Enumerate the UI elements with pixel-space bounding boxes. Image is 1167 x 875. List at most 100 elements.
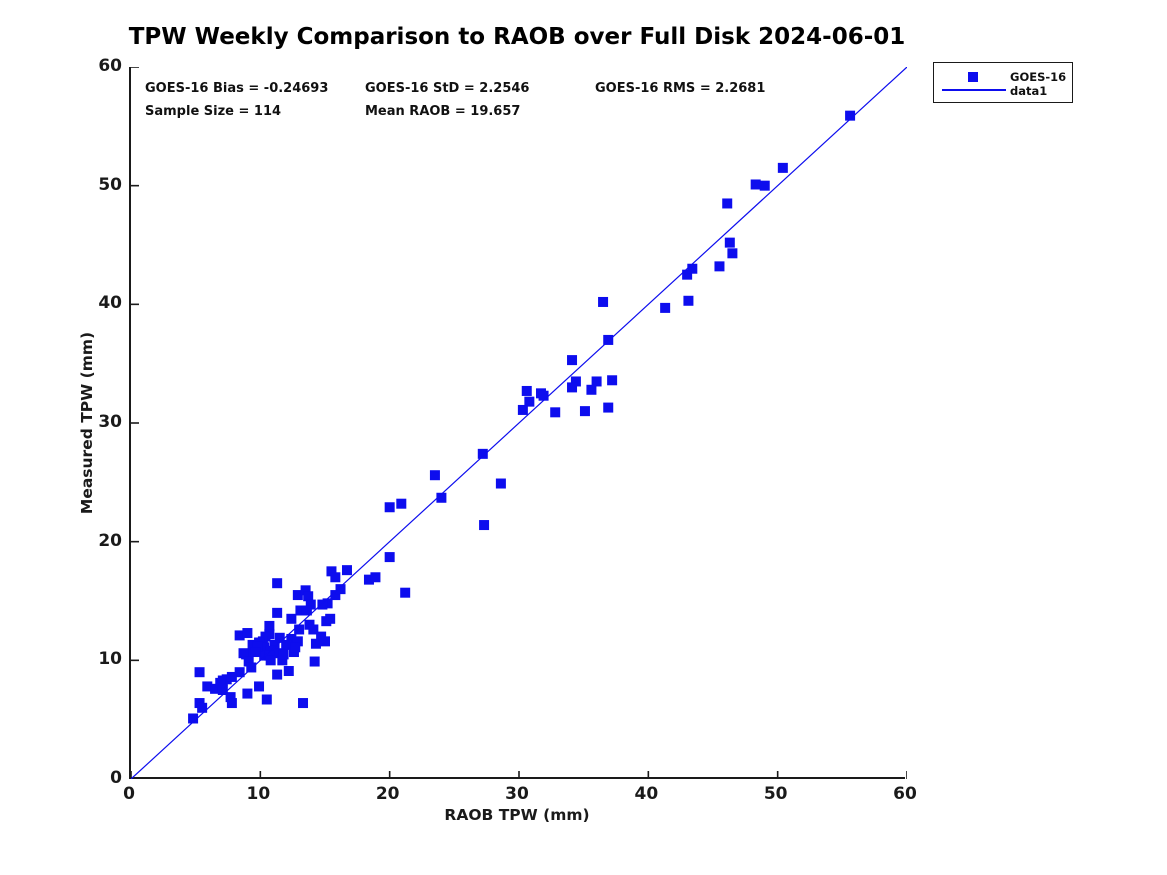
scatter-point [660, 302, 671, 313]
scatter-point [320, 636, 330, 647]
scatter-point [598, 296, 609, 307]
scatter-point [396, 498, 407, 509]
y-tick-label: 0 [110, 768, 122, 788]
stat-bias: GOES-16 Bias = -0.24693 [145, 81, 329, 96]
scatter-point [326, 566, 337, 577]
scatter-point [683, 295, 694, 306]
scatter-point [310, 638, 321, 649]
scatter-point [292, 590, 303, 601]
y-tick-label: 60 [98, 56, 122, 76]
scatter-point [477, 448, 488, 459]
stat-rms: GOES-16 RMS = 2.2681 [595, 81, 766, 96]
scatter-point [259, 642, 270, 653]
scatter-point [363, 574, 374, 585]
scatter-point [278, 649, 289, 660]
scatter-point [567, 355, 578, 366]
scatter-point [759, 180, 770, 191]
scatter-point [265, 655, 276, 666]
scatter-point [330, 572, 341, 583]
identity-line [131, 67, 907, 779]
scatter-point [274, 632, 285, 643]
scatter-point [727, 248, 738, 259]
scatter-point [436, 492, 447, 503]
scatter-point [682, 269, 693, 280]
scatter-point [603, 402, 614, 413]
scatter-point [325, 613, 336, 624]
scatter-point [243, 656, 254, 667]
scatter-point [247, 639, 258, 650]
scatter-point [246, 662, 257, 673]
scatter-point [384, 502, 395, 513]
scatter-point [226, 671, 237, 682]
scatter-point [252, 641, 263, 652]
y-tick-label: 50 [98, 174, 122, 195]
scatter-point [309, 656, 320, 667]
scatter-point [370, 572, 381, 583]
scatter-point [261, 694, 272, 705]
scatter-point [286, 613, 297, 624]
scatter-point [188, 713, 199, 724]
scatter-point [550, 407, 561, 418]
y-tick-label: 40 [98, 293, 122, 314]
scatter-point [335, 584, 346, 595]
scatter-point [269, 639, 280, 650]
scatter-point [777, 162, 788, 173]
scatter-point [281, 639, 292, 650]
scatter-point [305, 599, 316, 610]
scatter-point [567, 382, 578, 393]
scatter-point [272, 578, 283, 589]
legend-line-icon [942, 89, 1006, 91]
scatter-point [283, 666, 294, 677]
scatter-point [292, 636, 303, 647]
scatter-point [317, 599, 328, 610]
scatter-point [724, 237, 735, 248]
scatter-point [687, 263, 698, 274]
scatter-point [225, 692, 236, 703]
scatter-point [495, 478, 506, 489]
scatter-point [210, 683, 221, 694]
scatter-point [277, 655, 288, 666]
scatter-point [722, 198, 733, 209]
scatter-point [591, 376, 602, 387]
x-tick-label: 40 [634, 784, 659, 804]
scatter-point [217, 685, 228, 695]
scatter-point [254, 681, 265, 692]
scatter-point [234, 630, 245, 641]
plot-canvas [131, 67, 907, 779]
scatter-point [197, 702, 208, 713]
x-tick-label: 50 [763, 784, 788, 804]
scatter-point [194, 667, 205, 678]
scatter-point [250, 647, 261, 658]
scatter-point [238, 648, 249, 659]
scatter-point [570, 376, 581, 387]
legend-box: GOES-16 data1 [933, 62, 1073, 103]
x-axis-label: RAOB TPW (mm) [444, 806, 590, 824]
scatter-point [538, 390, 549, 401]
plot-area [129, 67, 907, 779]
scatter-point [242, 628, 253, 639]
scatter-point [234, 667, 245, 678]
y-tick-label: 30 [98, 412, 122, 432]
x-tick-label: 60 [893, 784, 917, 804]
scatter-point [400, 587, 411, 598]
stat-mean-raob: Mean RAOB = 19.657 [365, 104, 521, 119]
stat-std: GOES-16 StD = 2.2546 [365, 81, 530, 96]
stat-sample-size: Sample Size = 114 [145, 104, 282, 119]
scatter-point [300, 585, 311, 596]
scatter-point [259, 650, 270, 661]
scatter-point [603, 334, 614, 345]
scatter-point [294, 624, 305, 635]
scatter-point [202, 681, 213, 692]
x-tick-label: 0 [123, 784, 135, 804]
scatter-point [607, 375, 618, 386]
scatter-point [521, 385, 532, 396]
scatter-point [579, 406, 590, 417]
scatter-point [301, 605, 312, 616]
scatter-point [290, 642, 301, 653]
legend-marker-square-icon [968, 72, 978, 82]
scatter-point [330, 590, 341, 601]
y-tick-label: 10 [98, 649, 122, 670]
scatter-point [845, 110, 856, 121]
scatter-point [221, 674, 232, 685]
